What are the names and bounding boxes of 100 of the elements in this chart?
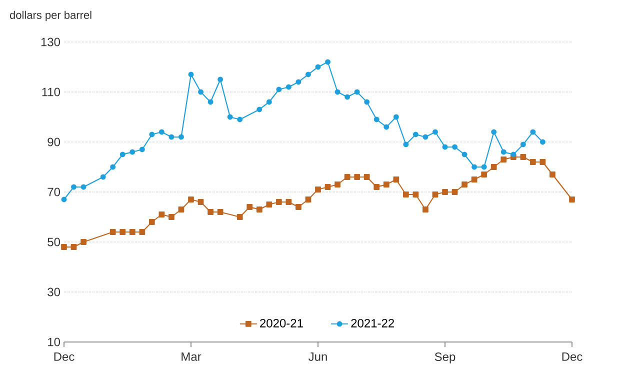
point — [286, 84, 292, 90]
point — [315, 64, 321, 70]
point — [344, 94, 350, 100]
y-axis-title: dollars per barrel — [10, 10, 92, 22]
point — [393, 114, 399, 120]
point — [217, 209, 224, 215]
point — [471, 176, 478, 182]
point — [393, 176, 400, 182]
point — [364, 174, 370, 180]
point — [432, 192, 438, 198]
point — [412, 132, 418, 138]
point — [569, 196, 575, 202]
point — [256, 206, 262, 212]
y-tick-label: 110 — [42, 88, 60, 96]
point — [110, 229, 116, 235]
point — [246, 204, 253, 210]
point — [198, 89, 204, 95]
point — [110, 164, 116, 170]
point — [149, 132, 155, 138]
point — [491, 129, 497, 135]
x-tick-label: Dec — [562, 352, 582, 361]
x-tick-label: Mar — [182, 352, 202, 361]
point — [442, 189, 448, 195]
point — [325, 59, 331, 65]
point — [530, 159, 536, 165]
point — [383, 182, 390, 188]
y-tick-label: 90 — [48, 138, 60, 146]
point — [540, 139, 546, 145]
point — [296, 79, 302, 85]
point — [237, 116, 243, 122]
point — [129, 229, 136, 235]
point — [227, 114, 233, 120]
point — [130, 149, 136, 155]
point — [520, 142, 526, 148]
point — [384, 124, 390, 130]
point — [403, 142, 409, 148]
point — [139, 229, 146, 235]
legend-label: 2021-22 — [351, 318, 394, 328]
point — [490, 164, 497, 170]
point — [462, 182, 468, 188]
point — [148, 219, 155, 225]
point — [178, 206, 184, 212]
point — [334, 89, 340, 95]
y-tick-label: 10 — [48, 338, 60, 346]
point — [218, 76, 224, 82]
point — [540, 159, 546, 165]
point — [158, 129, 164, 135]
point — [70, 244, 77, 250]
point — [276, 199, 282, 205]
point — [276, 86, 282, 92]
point — [208, 99, 214, 105]
x-tick-label: Sep — [434, 352, 456, 364]
x-tick-label: Jun — [308, 352, 327, 361]
point — [80, 239, 86, 245]
point — [500, 156, 507, 162]
point — [256, 106, 262, 112]
point — [100, 174, 106, 180]
point — [168, 214, 174, 220]
point — [530, 129, 536, 135]
point — [305, 72, 311, 78]
point — [481, 172, 488, 178]
point — [550, 172, 556, 178]
y-tick-label: 130 — [41, 38, 60, 46]
legend-label: 2020-21 — [260, 318, 303, 328]
point — [402, 192, 409, 198]
point — [354, 174, 360, 180]
point — [198, 199, 204, 205]
point — [481, 164, 487, 170]
point — [266, 202, 272, 208]
point — [120, 229, 126, 235]
point — [364, 99, 370, 105]
point — [71, 184, 77, 190]
point — [412, 192, 419, 198]
point — [188, 72, 194, 78]
point — [374, 184, 380, 190]
point — [208, 209, 214, 215]
point — [296, 204, 302, 210]
point — [305, 196, 312, 202]
point — [158, 212, 165, 218]
x-tick-label: Dec — [54, 352, 74, 361]
point — [334, 182, 340, 188]
point — [374, 116, 380, 122]
point — [520, 154, 526, 160]
point — [315, 186, 321, 192]
point — [510, 152, 516, 158]
point — [442, 144, 448, 150]
point — [324, 184, 331, 190]
point — [432, 129, 438, 135]
y-tick-label: 70 — [48, 188, 60, 196]
point — [344, 174, 350, 180]
point — [500, 149, 506, 155]
y-tick-label: 50 — [48, 238, 60, 246]
y-tick-label: 30 — [48, 288, 60, 296]
point — [354, 89, 360, 95]
point — [452, 144, 458, 150]
point — [139, 146, 145, 152]
point — [422, 134, 428, 140]
point — [188, 196, 194, 202]
point — [286, 199, 292, 205]
point — [266, 99, 272, 105]
